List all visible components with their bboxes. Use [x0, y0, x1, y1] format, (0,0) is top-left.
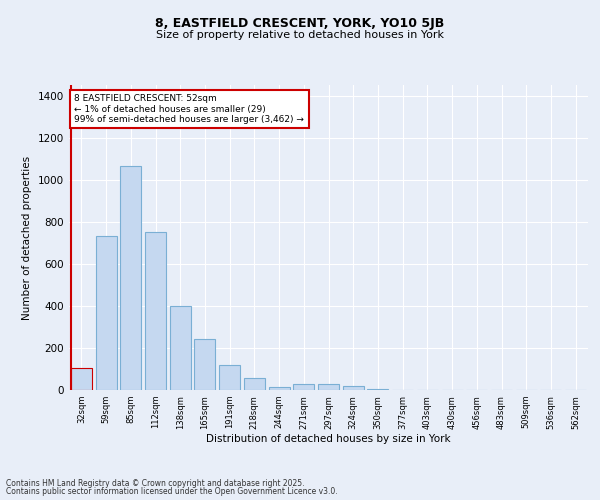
Bar [194, 339, 215, 390]
Bar [219, 365, 240, 390]
Text: Size of property relative to detached houses in York: Size of property relative to detached ho… [156, 30, 444, 40]
X-axis label: Distribution of detached houses by size in York: Distribution of detached houses by size … [206, 434, 451, 444]
Bar [343, 386, 364, 390]
Bar [367, 389, 388, 390]
Text: Contains HM Land Registry data © Crown copyright and database right 2025.: Contains HM Land Registry data © Crown c… [6, 478, 305, 488]
Text: 8, EASTFIELD CRESCENT, YORK, YO10 5JB: 8, EASTFIELD CRESCENT, YORK, YO10 5JB [155, 18, 445, 30]
Bar [244, 378, 265, 390]
Bar [318, 384, 339, 390]
Bar [293, 384, 314, 390]
Y-axis label: Number of detached properties: Number of detached properties [22, 156, 32, 320]
Text: 8 EASTFIELD CRESCENT: 52sqm
← 1% of detached houses are smaller (29)
99% of semi: 8 EASTFIELD CRESCENT: 52sqm ← 1% of deta… [74, 94, 304, 124]
Bar [95, 236, 116, 390]
Bar [170, 306, 191, 390]
Bar [145, 232, 166, 390]
Bar [71, 368, 92, 390]
Bar [269, 387, 290, 390]
Bar [120, 166, 141, 390]
Text: Contains public sector information licensed under the Open Government Licence v3: Contains public sector information licen… [6, 487, 338, 496]
